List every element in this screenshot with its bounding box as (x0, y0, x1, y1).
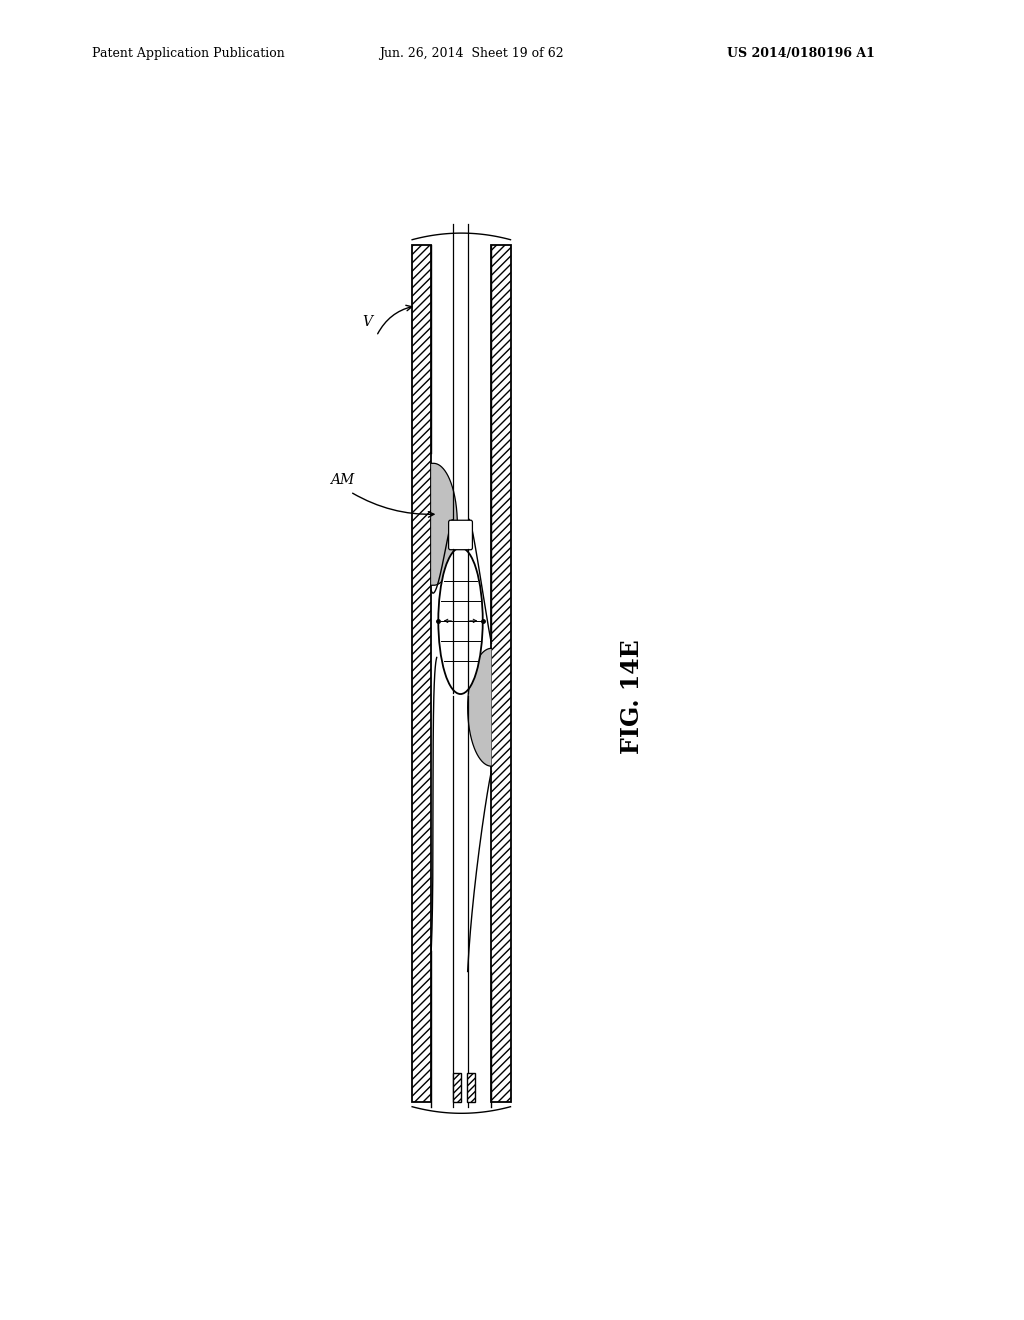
Bar (412, 244, 431, 1102)
Text: Jun. 26, 2014  Sheet 19 of 62: Jun. 26, 2014 Sheet 19 of 62 (379, 46, 563, 59)
Text: V: V (362, 315, 372, 329)
Ellipse shape (438, 548, 482, 694)
Text: Patent Application Publication: Patent Application Publication (92, 46, 285, 59)
Text: US 2014/0180196 A1: US 2014/0180196 A1 (727, 46, 874, 59)
Bar (453, 1073, 461, 1102)
Text: FIG. 14E: FIG. 14E (620, 640, 644, 755)
Text: AM: AM (331, 473, 354, 487)
Polygon shape (431, 463, 458, 585)
Bar (492, 244, 511, 1102)
Polygon shape (468, 648, 492, 766)
FancyBboxPatch shape (449, 520, 472, 549)
Bar (467, 1073, 475, 1102)
